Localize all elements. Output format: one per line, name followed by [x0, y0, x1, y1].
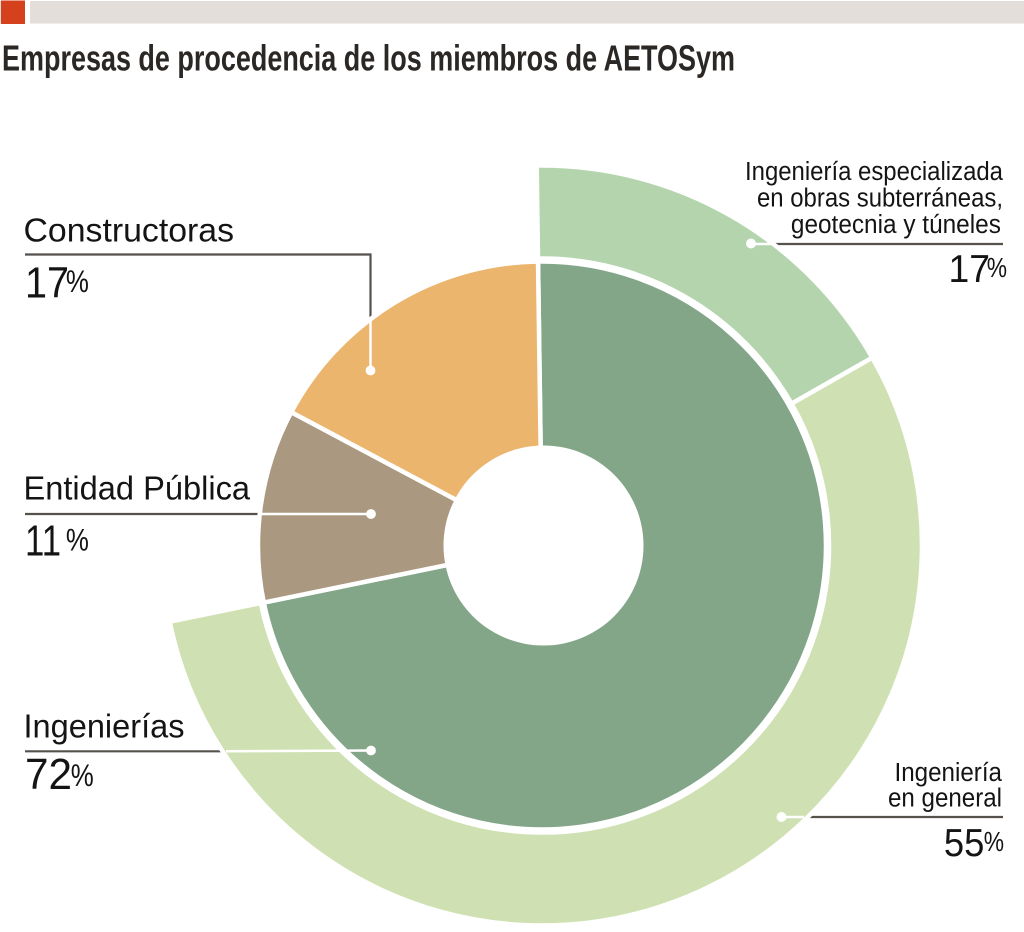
svg-text:Ingeniería especializada: Ingeniería especializada: [745, 158, 1004, 186]
svg-text:72: 72: [25, 750, 72, 799]
svg-text:%: %: [71, 757, 94, 793]
svg-text:%: %: [66, 521, 89, 557]
svg-text:en general: en general: [888, 784, 1002, 812]
svg-text:Ingenierías: Ingenierías: [24, 707, 185, 744]
svg-text:17: 17: [25, 259, 69, 308]
svg-text:11: 11: [25, 517, 61, 566]
svg-text:Entidad Pública: Entidad Pública: [24, 470, 251, 507]
svg-text:17: 17: [949, 248, 991, 291]
svg-text:Ingeniería: Ingeniería: [895, 759, 1003, 787]
svg-text:en obras subterráneas,: en obras subterráneas,: [757, 185, 1003, 213]
svg-text:%: %: [66, 263, 89, 299]
svg-text:%: %: [984, 826, 1004, 857]
svg-text:Constructoras: Constructoras: [24, 211, 234, 248]
svg-text:geotecnia y túneles: geotecnia y túneles: [791, 211, 1001, 239]
svg-text:%: %: [987, 252, 1007, 283]
svg-text:55: 55: [944, 822, 985, 865]
svg-text:Empresas de procedencia de los: Empresas de procedencia de los miembros …: [2, 38, 735, 79]
